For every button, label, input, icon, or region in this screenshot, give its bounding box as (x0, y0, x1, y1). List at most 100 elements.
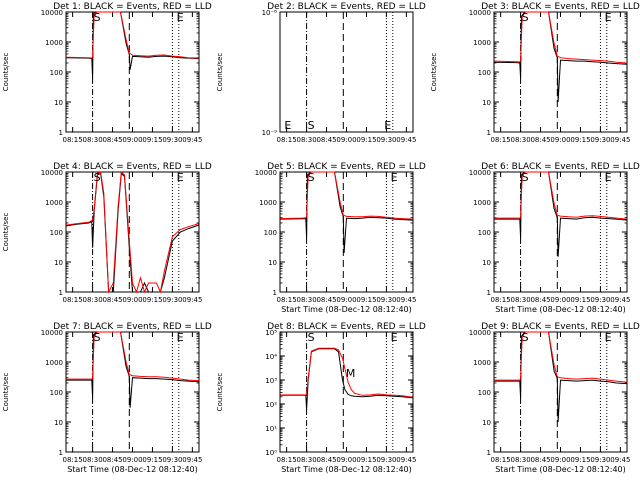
event-marker-label: S (94, 331, 101, 344)
x-tick-label: 09:45 (610, 296, 630, 304)
x-tick-label: 08:45 (316, 456, 336, 464)
y-tick-label: 1 (487, 449, 491, 457)
y-tick-label: 10 (54, 419, 63, 427)
x-tick-label: 08:45 (530, 456, 550, 464)
x-tick-label: 09:45 (182, 296, 202, 304)
x-tick-label: 09:30 (376, 296, 396, 304)
series-line-lld (280, 171, 413, 220)
y-tick-label: 10 (482, 419, 491, 427)
y-tick-label: 1 (59, 449, 63, 457)
x-tick-label: 09:45 (610, 136, 630, 144)
event-marker-label: S (308, 119, 315, 132)
y-tick-label: 1 (59, 129, 63, 137)
x-tick-label: 09:30 (590, 296, 610, 304)
y-tick-label: 1 (487, 129, 491, 137)
y-tick-label: 10000 (41, 169, 63, 177)
x-tick-label: 08:45 (316, 136, 336, 144)
x-tick-label: 09:15 (142, 456, 162, 464)
event-marker-label: E (391, 171, 398, 184)
x-tick-label: 09:15 (570, 456, 590, 464)
x-tick-label: 08:15 (63, 456, 83, 464)
chart-title: Det 3: BLACK = Events, RED = LLD (481, 2, 640, 12)
chart-panel-7: Det 7: BLACK = Events, RED = LLD 1 10 100 10… (2, 322, 212, 474)
chart-panel-8: Det 8: BLACK = Events, RED = LLD 10⁰ 10¹ 10… (216, 322, 426, 474)
chart-title: Det 8: BLACK = Events, RED = LLD (267, 322, 426, 332)
x-tick-label: 08:15 (491, 456, 511, 464)
y-tick-label: 1000 (45, 359, 63, 367)
y-tick-label: 10000 (469, 9, 491, 17)
x-tick-label: 09:15 (142, 136, 162, 144)
x-tick-label: 09:30 (162, 456, 182, 464)
y-tick-label: 10⁰ (265, 449, 277, 457)
series-line-lld (494, 171, 627, 220)
x-tick-label: 09:00 (336, 456, 356, 464)
event-marker-label: S (308, 331, 315, 344)
chart-title: Det 1: BLACK = Events, RED = LLD (53, 2, 212, 12)
x-axis-label: Start Time (08-Dec-12 08:12:40) (67, 465, 198, 474)
x-tick-label: 08:15 (277, 456, 297, 464)
x-tick-label: 09:00 (122, 296, 142, 304)
x-tick-label: 08:15 (277, 296, 297, 304)
series-line-lld (66, 170, 199, 294)
chart-title: Det 6: BLACK = Events, RED = LLD (481, 162, 640, 172)
event-marker-label: E (605, 11, 612, 24)
series-line-lld (280, 347, 413, 398)
x-tick-label: 09:00 (336, 136, 356, 144)
event-marker-label: E (605, 331, 612, 344)
y-tick-label: 100 (478, 389, 491, 397)
x-tick-label: 09:00 (550, 296, 570, 304)
x-tick-label: 09:30 (162, 136, 182, 144)
y-tick-label: 10 (482, 259, 491, 267)
event-marker-label: E (177, 331, 184, 344)
x-tick-label: 09:45 (396, 296, 416, 304)
y-tick-label: 10000 (469, 329, 491, 337)
y-tick-label: 1 (273, 289, 277, 297)
x-tick-label: 09:00 (336, 296, 356, 304)
x-tick-label: 08:15 (491, 136, 511, 144)
x-tick-label: 09:30 (376, 456, 396, 464)
x-axis-label: Start Time (08-Dec-12 08:12:40) (495, 465, 626, 474)
event-marker-label: E (177, 171, 184, 184)
y-axis-label: Counts/sec (2, 53, 10, 92)
y-tick-label: 10000 (41, 329, 63, 337)
series-line-lld (494, 331, 627, 383)
y-tick-label: 10⁻⁹ (262, 129, 278, 137)
x-tick-label: 09:00 (550, 136, 570, 144)
y-axis-label: Counts/sec (2, 373, 10, 412)
y-axis-label: Counts/sec (430, 53, 438, 92)
x-tick-label: 08:45 (316, 296, 336, 304)
x-tick-label: 09:00 (122, 456, 142, 464)
y-tick-label: 10 (54, 99, 63, 107)
x-axis-label: Start Time (08-Dec-12 08:12:40) (281, 465, 412, 474)
x-tick-label: 08:45 (102, 456, 122, 464)
y-tick-label: 1 (487, 289, 491, 297)
y-tick-label: 10 (482, 99, 491, 107)
x-tick-label: 09:30 (162, 296, 182, 304)
series-line-lld (66, 11, 199, 59)
chart-title: Det 9: BLACK = Events, RED = LLD (481, 322, 640, 332)
y-tick-label: 10² (265, 401, 277, 409)
event-marker-label: S (308, 171, 315, 184)
y-tick-label: 10000 (469, 169, 491, 177)
series-line-events (280, 348, 413, 410)
x-tick-label: 08:30 (296, 296, 316, 304)
x-tick-label: 08:30 (82, 136, 102, 144)
y-tick-label: 10⁵ (265, 329, 277, 337)
chart-panel-2: Det 2: BLACK = Events, RED = LLD 10⁻⁹ 10⁻⁸… (216, 2, 426, 144)
x-tick-label: 09:15 (570, 296, 590, 304)
y-tick-label: 10 (54, 259, 63, 267)
y-tick-label: 100 (264, 229, 277, 237)
x-tick-label: 08:45 (530, 296, 550, 304)
series-line-lld (66, 331, 199, 382)
x-tick-label: 08:30 (296, 456, 316, 464)
y-tick-label: 1000 (473, 39, 491, 47)
y-tick-label: 1000 (473, 359, 491, 367)
x-tick-label: 08:15 (63, 296, 83, 304)
y-tick-label: 10⁴ (265, 353, 277, 361)
series-line-events (280, 171, 413, 254)
x-tick-label: 08:15 (277, 136, 297, 144)
event-marker-label: S (522, 171, 529, 184)
x-axis-label: Start Time (08-Dec-12 08:12:40) (495, 305, 626, 314)
y-tick-label: 100 (50, 229, 63, 237)
